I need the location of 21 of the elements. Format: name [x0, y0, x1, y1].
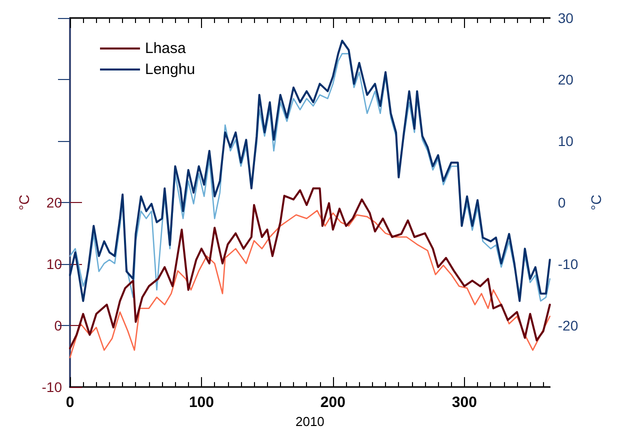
x-tick-label: 300	[452, 394, 477, 412]
y2-tick-label: 20	[558, 72, 574, 88]
legend-label: Lenghu	[145, 61, 196, 78]
y-tick-label: 10	[46, 256, 62, 272]
line-series	[69, 210, 551, 358]
x-tick-label: 200	[320, 394, 346, 412]
y-tick-label: 0	[54, 318, 62, 334]
y-axis-title: °C	[16, 194, 32, 210]
y2-tick-label: 10	[558, 133, 574, 150]
y-tick-label: -10	[42, 379, 62, 396]
legend-label: Lhasa	[145, 40, 187, 57]
y2-tick-label: 0	[558, 194, 566, 211]
line-series	[69, 187, 551, 350]
y2-tick-label: 30	[558, 10, 574, 26]
x-axis-title: 2010	[295, 414, 324, 429]
y2-tick-label: -20	[558, 318, 578, 334]
x-tick-label: 100	[188, 394, 214, 412]
y-tick-label: 20	[46, 194, 62, 211]
y2-axis-title: °C	[588, 194, 604, 210]
y2-tick-label: -10	[558, 256, 578, 272]
x-tick-label: 0	[66, 394, 74, 412]
